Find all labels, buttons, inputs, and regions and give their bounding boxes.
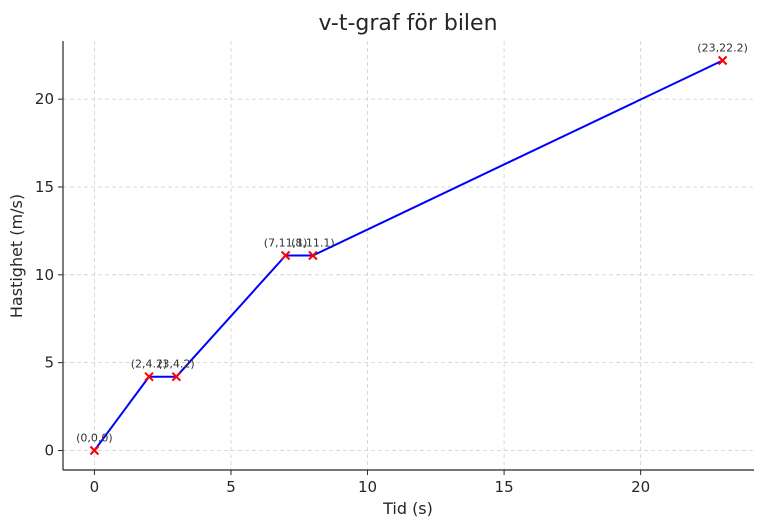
marker-stroke	[280, 250, 291, 261]
y-tick-label: 5	[44, 354, 54, 372]
point-labels: (0,0.0) (2,4.2)(3,4.2) (7,11.1)(8,11.1) (23…	[76, 42, 748, 445]
point-annotation: (8,11.1)	[291, 237, 335, 250]
tick-marks: 0 5 10 15 20 0 5 10 15 20	[35, 90, 650, 496]
series-layer	[89, 55, 728, 456]
y-tick-label: 20	[35, 90, 54, 108]
point-annotation: (3,4.2)	[158, 358, 195, 371]
marker-stroke	[144, 372, 154, 382]
x-axis-label: Tid (s)	[382, 499, 433, 518]
y-tick-label: 10	[35, 266, 54, 284]
axes	[62, 41, 754, 471]
data-point-marker	[171, 372, 182, 382]
y-tick-label: 15	[35, 178, 54, 196]
x-tick-label: 15	[495, 478, 514, 496]
marker-stroke	[717, 55, 728, 66]
point-annotation: (7,11.1)	[264, 237, 308, 250]
point-annotation: (23,22.2)	[697, 42, 748, 55]
marker-stroke	[89, 445, 100, 456]
data-point-marker	[280, 250, 291, 261]
x-tick-label: 20	[631, 478, 650, 496]
series-line	[93, 59, 724, 452]
point-annotation: (2,4.2)	[131, 358, 168, 371]
y-axis-label: Hastighet (m/s)	[7, 194, 26, 318]
point-annotation: (0,0.0)	[76, 432, 113, 445]
data-point-marker	[89, 445, 100, 456]
chart-title: v-t-graf för bilen	[318, 11, 497, 36]
data-point-marker	[308, 250, 318, 261]
data-point-marker	[144, 372, 154, 382]
marker-stroke	[171, 372, 182, 382]
data-point-marker	[717, 55, 728, 66]
grid-lines	[63, 41, 754, 470]
x-tick-label: 5	[226, 478, 236, 496]
y-tick-label: 0	[44, 442, 54, 460]
x-tick-label: 10	[358, 478, 377, 496]
marker-stroke	[308, 250, 318, 261]
x-tick-label: 0	[90, 478, 100, 496]
